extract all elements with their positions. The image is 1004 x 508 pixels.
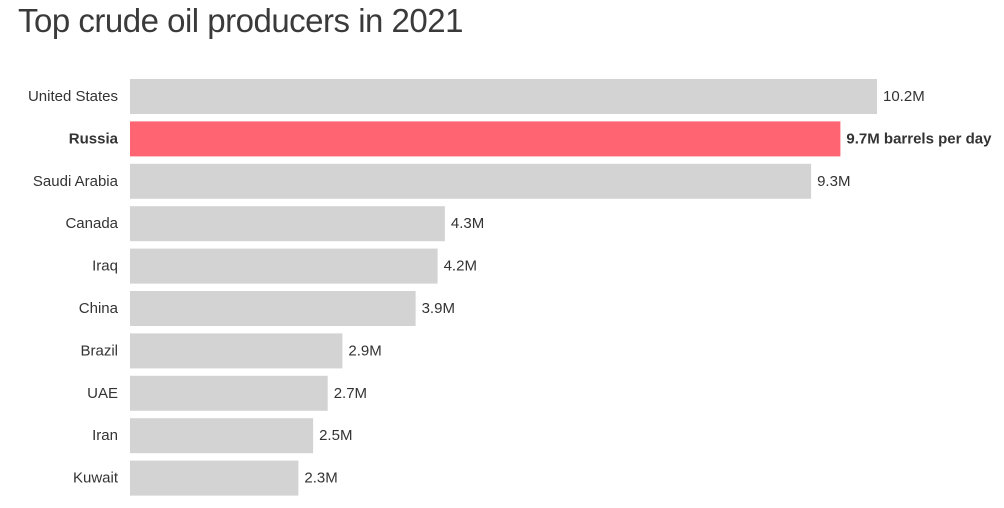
bar-saudi-arabia	[130, 163, 812, 199]
bar-row-iraq: Iraq 4.2M	[92, 248, 477, 284]
bar-brazil	[130, 333, 343, 369]
bar-united-states	[130, 79, 877, 114]
category-label-russia: Russia	[69, 130, 119, 147]
value-label-uae: 2.7M	[334, 385, 367, 402]
bar-canada	[130, 206, 445, 242]
category-label-brazil: Brazil	[80, 342, 118, 359]
bar-kuwait	[130, 460, 299, 496]
bar-row-kuwait: Kuwait 2.3M	[73, 460, 338, 496]
bar-iraq	[130, 248, 438, 284]
category-label-kuwait: Kuwait	[73, 470, 119, 487]
bar-iran	[130, 418, 314, 454]
category-label-canada: Canada	[65, 215, 118, 232]
category-label-iran: Iran	[92, 427, 118, 444]
category-label-saudi-arabia: Saudi Arabia	[33, 173, 119, 190]
value-label-kuwait: 2.3M	[304, 470, 337, 487]
value-label-united-states: 10.2M	[883, 88, 925, 105]
bar-row-canada: Canada 4.3M	[65, 206, 484, 242]
value-label-iran: 2.5M	[319, 427, 352, 444]
bar-row-saudi-arabia: Saudi Arabia 9.3M	[33, 163, 850, 199]
bar-row-uae: UAE 2.7M	[87, 375, 367, 411]
value-label-saudi-arabia: 9.3M	[817, 173, 850, 190]
bar-row-united-states: United States 10.2M	[28, 79, 925, 114]
value-label-iraq: 4.2M	[444, 258, 477, 275]
bar-china	[130, 291, 416, 326]
category-label-china: China	[79, 300, 119, 317]
value-label-canada: 4.3M	[451, 215, 484, 232]
category-label-uae: UAE	[87, 385, 118, 402]
bar-row-china: China 3.9M	[79, 291, 455, 326]
value-label-brazil: 2.9M	[348, 342, 381, 359]
category-label-united-states: United States	[28, 88, 118, 105]
bar-russia	[130, 121, 841, 157]
bar-uae	[130, 375, 328, 411]
value-label-china: 3.9M	[422, 300, 455, 317]
category-label-iraq: Iraq	[92, 258, 118, 275]
bar-row-russia: Russia 9.7M barrels per day	[69, 121, 992, 157]
chart-title: Top crude oil producers in 2021	[18, 2, 463, 39]
bar-row-brazil: Brazil 2.9M	[80, 333, 382, 369]
value-label-russia: 9.7M barrels per day	[846, 130, 992, 147]
bar-row-iran: Iran 2.5M	[92, 418, 352, 454]
